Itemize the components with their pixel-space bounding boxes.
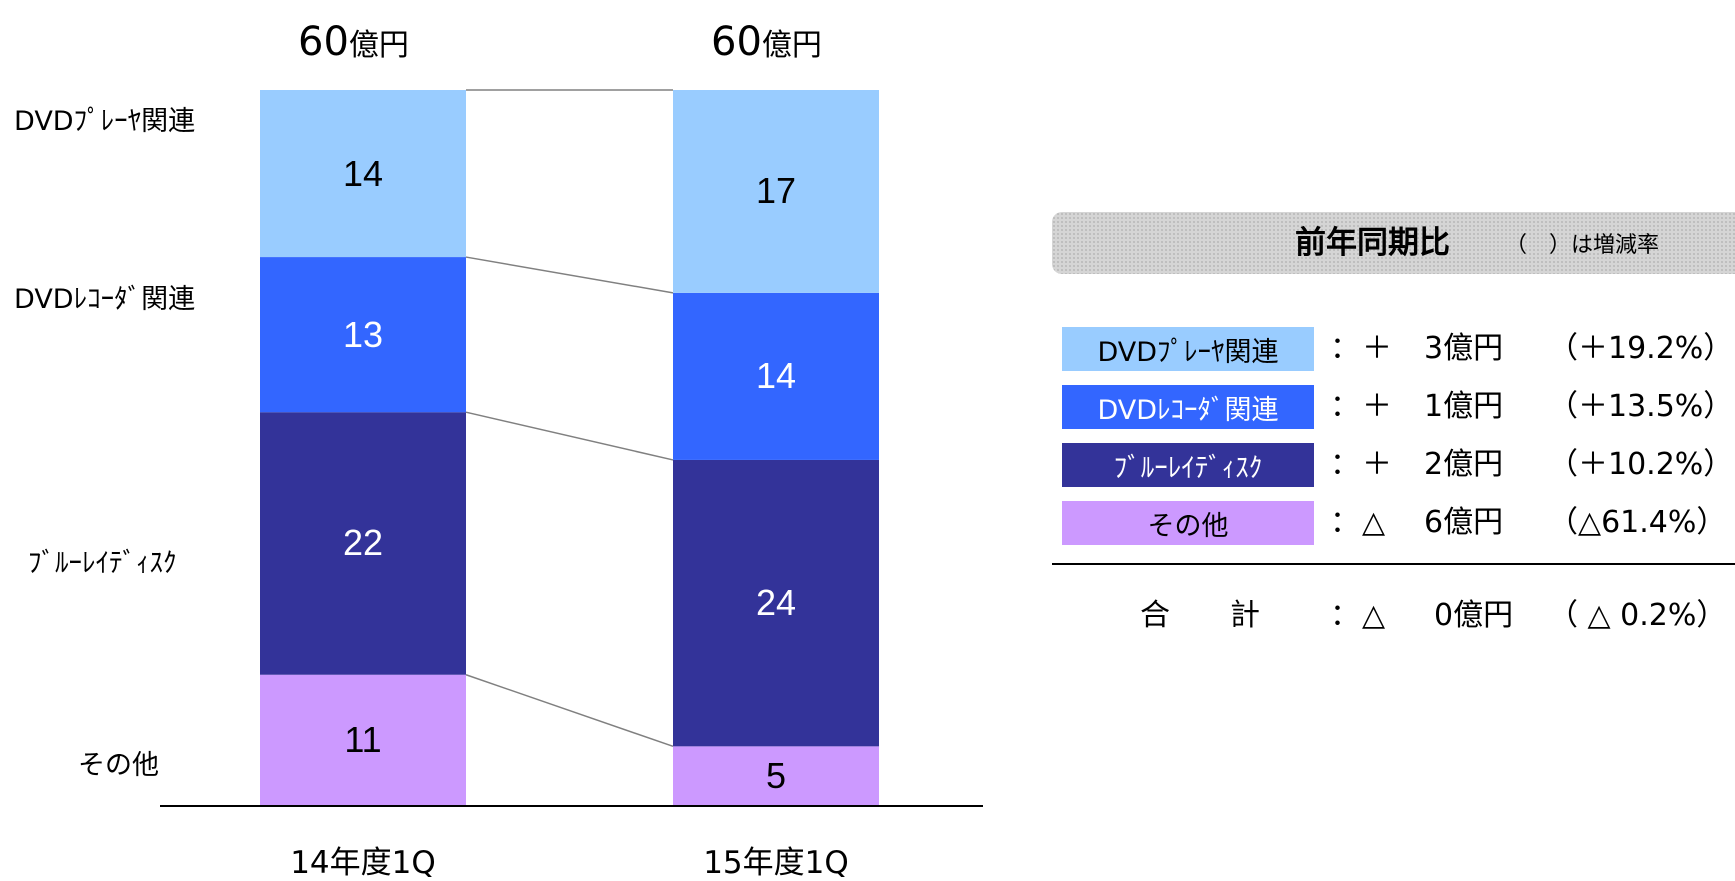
bar-segment <box>673 459 879 747</box>
yoy-amount: 6億円 <box>1424 505 1504 540</box>
data-label: 22 <box>342 522 384 564</box>
connector-line <box>465 256 674 294</box>
x-tick-label: 14年度1Q <box>290 845 436 881</box>
connector-line <box>465 411 674 461</box>
bar-total-value: 60 <box>711 19 762 65</box>
yoy-note: （ ）は増減率 <box>1505 233 1660 258</box>
data-label: 14 <box>342 152 384 194</box>
yoy-rate: （＋10.2%） <box>1548 447 1734 482</box>
bar-segment <box>260 90 466 258</box>
yoy-rate: （＋13.5%） <box>1548 389 1734 424</box>
bar-total-unit: 億円 <box>348 28 409 63</box>
yoy-swatch: DVDﾌﾟﾚｰﾔ関連 <box>1062 327 1314 371</box>
bar-segment <box>673 746 879 806</box>
data-label: 14 <box>755 355 797 397</box>
yoy-rate: （＋19.2%） <box>1548 331 1734 366</box>
series-axis-label: その他 <box>78 750 159 781</box>
bar-total-value: 60 <box>298 19 349 65</box>
stacked-bar-chart <box>160 89 983 807</box>
yoy-sign: △ <box>1362 505 1386 540</box>
yoy-colon: ： <box>1330 447 1360 482</box>
yoy-sign: ＋ <box>1362 389 1392 424</box>
yoy-divider <box>1052 563 1735 565</box>
x-tick-label: 15年度1Q <box>703 845 849 881</box>
bar-segment <box>260 674 466 806</box>
data-label: 5 <box>765 755 787 797</box>
yoy-title: 前年同期比 <box>1295 225 1450 261</box>
yoy-amount: 2億円 <box>1424 447 1504 482</box>
yoy-swatch: DVDﾚｺｰﾀﾞ関連 <box>1062 385 1314 429</box>
yoy-total-rate: （ △ 0.2%） <box>1548 598 1727 633</box>
series-axis-label: ﾌﾞﾙｰﾚｲﾃﾞｨｽｸ <box>28 548 177 579</box>
yoy-header-bar <box>1052 212 1735 274</box>
bar-total-label: 60億円 <box>298 22 409 62</box>
yoy-colon: ： <box>1330 389 1360 424</box>
series-axis-label: DVDﾚｺｰﾀﾞ関連 <box>14 284 196 315</box>
yoy-swatch: ﾌﾞﾙｰﾚｲﾃﾞｨｽｸ <box>1062 443 1314 487</box>
data-label: 24 <box>755 582 797 624</box>
bar-segment <box>260 412 466 675</box>
yoy-amount: 3億円 <box>1424 331 1504 366</box>
yoy-total-colon: ： <box>1330 598 1360 633</box>
bar-segment <box>260 257 466 413</box>
yoy-colon: ： <box>1330 331 1360 366</box>
yoy-colon: ： <box>1330 505 1360 540</box>
yoy-sign: ＋ <box>1362 331 1392 366</box>
data-label: 17 <box>755 170 797 212</box>
bar-total-label: 60億円 <box>711 22 822 62</box>
yoy-sign: ＋ <box>1362 447 1392 482</box>
yoy-rate: （△61.4%） <box>1548 505 1727 540</box>
yoy-swatch: その他 <box>1062 501 1314 545</box>
yoy-total-amount: 0億円 <box>1434 598 1514 633</box>
yoy-amount: 1億円 <box>1424 389 1504 424</box>
series-axis-label: DVDﾌﾟﾚｰﾔ関連 <box>14 106 196 137</box>
data-label: 11 <box>344 719 382 761</box>
yoy-total-label: 合 計 <box>1140 598 1260 633</box>
bar-segment <box>673 90 879 293</box>
bar-segment <box>673 292 879 460</box>
bar-total-unit: 億円 <box>761 28 822 63</box>
connector-line <box>465 674 674 748</box>
data-label: 13 <box>342 313 384 355</box>
yoy-total-sign: △ <box>1362 598 1386 633</box>
